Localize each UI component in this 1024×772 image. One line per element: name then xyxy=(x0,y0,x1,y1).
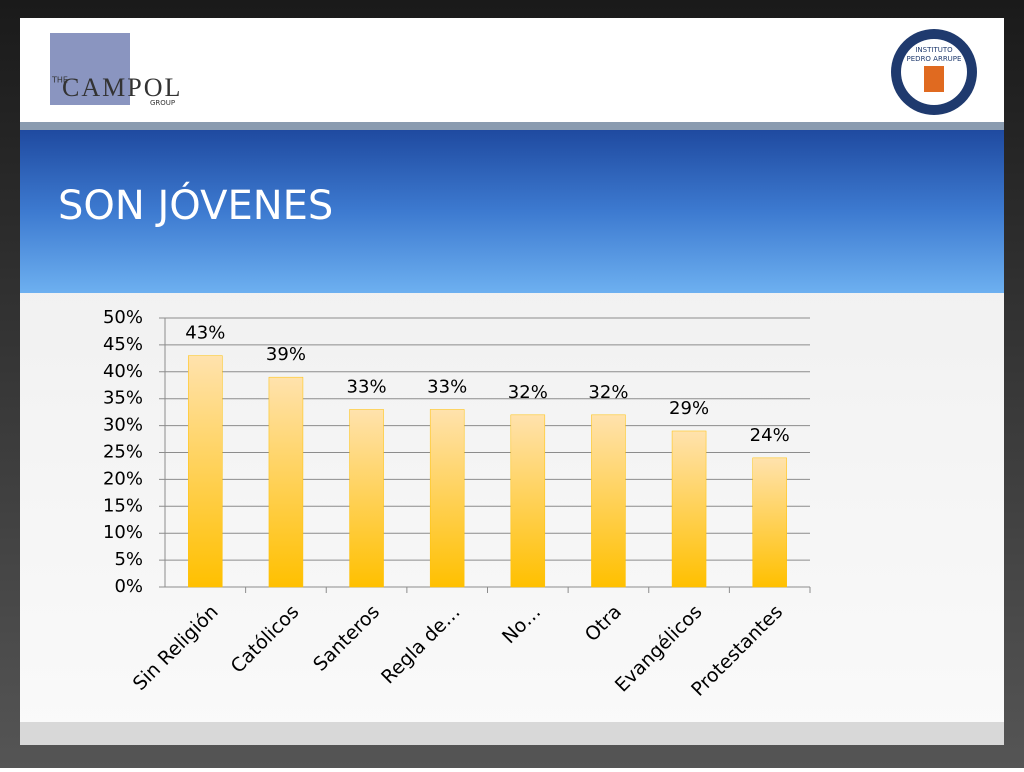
bar xyxy=(752,457,787,588)
data-label: 33% xyxy=(347,376,387,397)
slide-title: SON JÓVENES xyxy=(58,181,333,229)
logo-text: CAMPOL xyxy=(62,73,182,102)
logo-text: GROUP xyxy=(150,99,175,107)
y-tick-label: 25% xyxy=(103,442,143,463)
y-tick-label: 40% xyxy=(103,361,143,382)
data-label: 32% xyxy=(508,382,548,403)
data-label: 32% xyxy=(588,382,628,403)
bar xyxy=(591,414,626,588)
y-tick-label: 5% xyxy=(114,549,143,570)
footer xyxy=(20,722,1004,745)
bar xyxy=(349,409,384,588)
logo-text: PEDRO ARRUPE xyxy=(907,55,962,63)
bar xyxy=(510,414,546,588)
data-label: 33% xyxy=(427,376,467,397)
bar xyxy=(268,376,304,588)
y-tick-label: 45% xyxy=(103,334,143,355)
header-rule xyxy=(20,122,1004,130)
header xyxy=(20,18,1004,122)
logo-text: THE xyxy=(51,76,68,85)
y-tick-label: 15% xyxy=(103,495,143,516)
bar xyxy=(429,409,465,588)
title-band xyxy=(20,130,1004,293)
data-label: 39% xyxy=(266,344,306,365)
logo-text: INSTITUTO xyxy=(915,46,953,54)
bar xyxy=(188,355,223,588)
y-tick-label: 30% xyxy=(103,415,143,436)
logo-shield xyxy=(924,66,944,92)
y-tick-label: 10% xyxy=(103,522,143,543)
data-label: 29% xyxy=(669,398,709,419)
y-tick-label: 35% xyxy=(103,388,143,409)
data-label: 24% xyxy=(750,425,790,446)
y-tick-label: 20% xyxy=(103,468,143,489)
y-tick-label: 50% xyxy=(103,307,143,328)
data-label: 43% xyxy=(185,323,225,344)
bar xyxy=(671,430,707,588)
logo-globe xyxy=(50,33,130,105)
y-tick-label: 0% xyxy=(114,576,143,597)
